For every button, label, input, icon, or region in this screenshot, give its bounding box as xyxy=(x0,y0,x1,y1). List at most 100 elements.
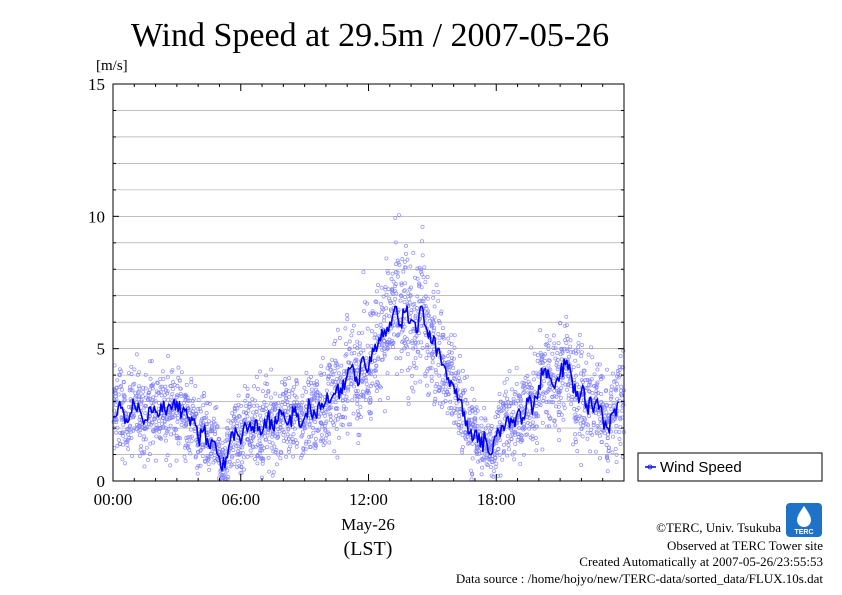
data-point xyxy=(245,454,250,459)
data-point xyxy=(453,377,458,382)
data-point xyxy=(453,406,457,411)
data-point xyxy=(457,353,462,358)
data-point xyxy=(372,358,377,363)
data-point xyxy=(547,358,552,363)
data-point xyxy=(287,395,292,400)
data-point xyxy=(573,437,578,442)
data-point xyxy=(123,437,128,442)
data-point xyxy=(425,349,430,354)
data-point xyxy=(463,397,468,402)
data-point xyxy=(173,413,177,418)
data-point xyxy=(330,420,335,425)
data-point xyxy=(356,413,361,418)
data-point xyxy=(113,391,118,395)
data-point xyxy=(543,358,548,363)
data-point xyxy=(512,450,517,455)
data-point xyxy=(369,344,374,349)
data-point xyxy=(423,304,428,309)
data-point xyxy=(288,444,293,449)
data-point xyxy=(349,333,354,338)
data-point xyxy=(201,420,205,425)
data-point xyxy=(394,262,398,267)
data-point xyxy=(345,317,350,322)
data-point xyxy=(417,284,421,289)
data-point xyxy=(605,454,609,459)
data-point xyxy=(528,392,533,397)
data-point xyxy=(510,387,514,392)
data-point xyxy=(387,314,392,319)
data-point xyxy=(599,392,604,396)
data-point xyxy=(331,372,336,377)
data-point xyxy=(144,445,149,450)
data-point xyxy=(138,447,143,452)
data-point xyxy=(137,393,141,398)
data-point xyxy=(223,439,228,444)
data-point xyxy=(385,268,390,273)
data-point xyxy=(291,432,296,437)
data-point xyxy=(413,315,418,320)
data-point xyxy=(470,387,475,391)
data-point xyxy=(571,365,576,370)
data-point xyxy=(281,438,286,443)
data-point xyxy=(419,270,424,274)
data-point xyxy=(356,432,361,437)
data-point xyxy=(423,373,428,378)
data-point xyxy=(264,373,269,378)
data-point xyxy=(345,388,350,393)
data-point xyxy=(210,428,215,433)
data-point xyxy=(403,281,408,286)
x-tick-label: 12:00 xyxy=(349,490,388,509)
data-point xyxy=(544,424,549,429)
data-point xyxy=(542,395,547,400)
data-point xyxy=(255,443,260,448)
data-point xyxy=(234,452,239,457)
data-point xyxy=(565,349,570,353)
data-point xyxy=(474,405,479,410)
data-point xyxy=(487,457,492,462)
data-point xyxy=(496,446,501,451)
data-point xyxy=(172,383,177,388)
data-point xyxy=(566,396,571,401)
data-point xyxy=(216,442,221,446)
data-point xyxy=(399,368,404,373)
data-point xyxy=(280,420,285,425)
data-point xyxy=(404,243,409,248)
data-point xyxy=(606,432,610,437)
data-point xyxy=(148,359,153,364)
data-point xyxy=(541,379,546,384)
data-point xyxy=(292,420,297,425)
data-point xyxy=(520,380,525,385)
data-point xyxy=(295,441,300,445)
data-point xyxy=(529,385,534,390)
data-point xyxy=(570,395,575,399)
data-point xyxy=(566,374,571,379)
data-point xyxy=(364,356,369,361)
y-tick-label: 5 xyxy=(97,340,106,359)
data-point xyxy=(423,371,428,376)
data-point xyxy=(418,379,423,384)
data-point xyxy=(184,382,189,387)
data-point xyxy=(213,432,218,436)
data-point xyxy=(391,341,395,346)
data-point xyxy=(427,353,432,358)
data-point xyxy=(355,409,360,414)
data-point xyxy=(595,380,600,385)
data-point xyxy=(189,438,194,443)
data-point xyxy=(309,387,314,392)
data-point xyxy=(579,350,584,355)
data-point xyxy=(306,439,311,444)
data-point xyxy=(165,389,170,394)
data-point xyxy=(551,373,556,378)
data-point xyxy=(397,262,402,267)
data-point xyxy=(319,433,324,438)
data-point xyxy=(585,436,590,441)
data-point xyxy=(165,391,170,396)
data-point xyxy=(463,388,467,393)
data-point xyxy=(414,333,419,338)
data-point xyxy=(437,373,442,378)
data-point xyxy=(561,417,566,422)
data-point xyxy=(205,454,210,459)
data-point xyxy=(440,380,445,385)
data-point xyxy=(517,426,522,431)
data-point xyxy=(460,368,465,373)
